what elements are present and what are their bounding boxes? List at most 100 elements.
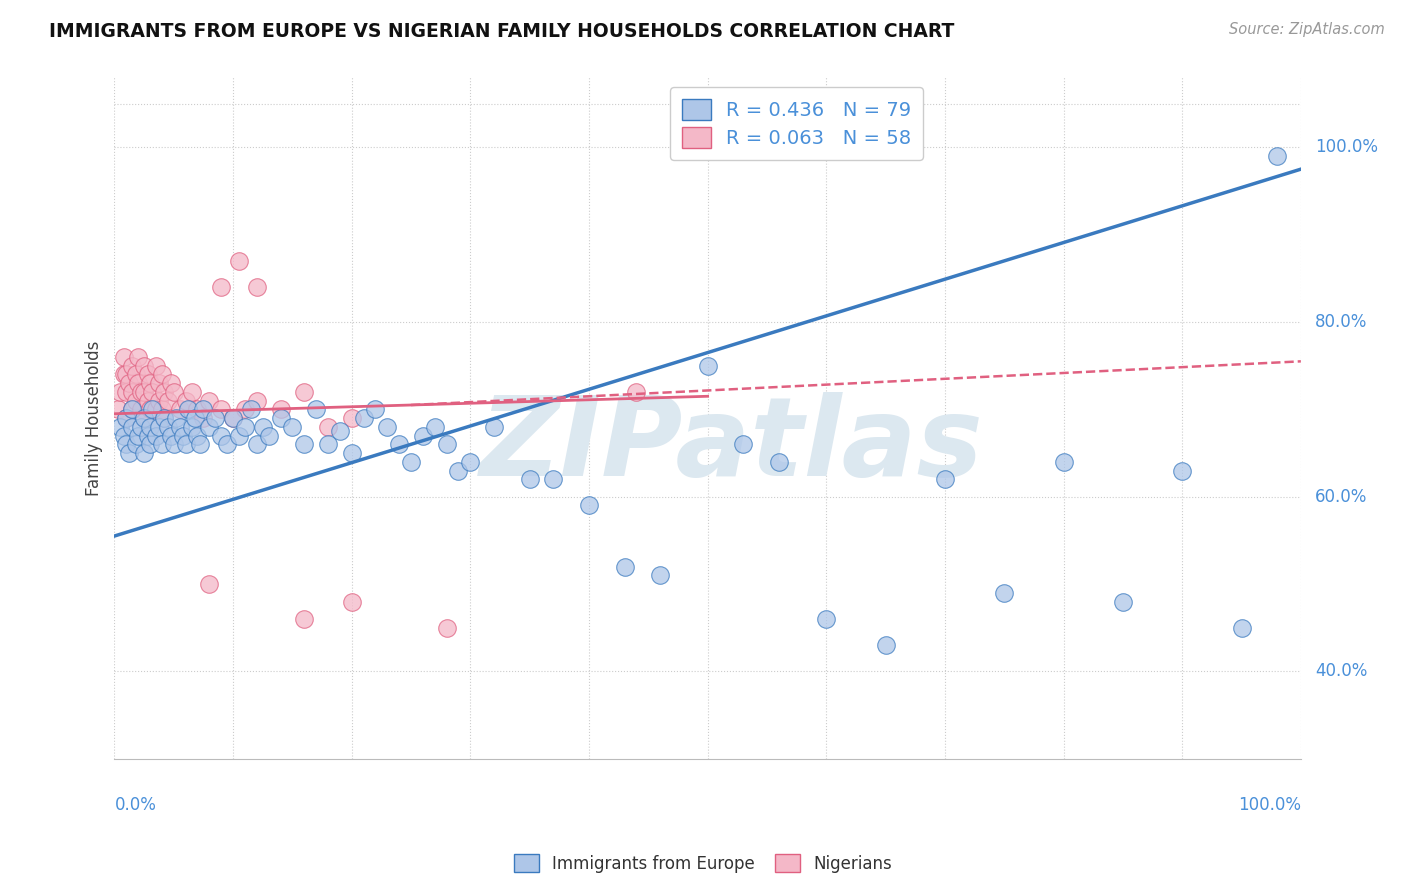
Point xyxy=(1171,463,1194,477)
Point xyxy=(1052,455,1074,469)
Legend: Immigrants from Europe, Nigerians: Immigrants from Europe, Nigerians xyxy=(508,847,898,880)
Point xyxy=(399,455,422,469)
Point xyxy=(934,472,956,486)
Point xyxy=(150,402,173,417)
Point xyxy=(145,428,167,442)
Y-axis label: Family Households: Family Households xyxy=(86,341,103,496)
Point xyxy=(117,376,139,391)
Point xyxy=(129,384,152,399)
Point xyxy=(340,594,363,608)
Point xyxy=(174,437,197,451)
Point xyxy=(180,384,202,399)
Point xyxy=(209,280,232,294)
Legend: R = 0.436   N = 79, R = 0.063   N = 58: R = 0.436 N = 79, R = 0.063 N = 58 xyxy=(671,87,924,160)
Point xyxy=(107,402,129,417)
Point xyxy=(650,568,672,582)
Point xyxy=(340,411,363,425)
Point xyxy=(132,384,155,399)
Point xyxy=(233,420,256,434)
Point xyxy=(153,384,176,399)
Text: 100.0%: 100.0% xyxy=(1237,797,1301,814)
Point xyxy=(228,253,250,268)
Point xyxy=(129,402,152,417)
Point xyxy=(198,577,221,591)
Point xyxy=(815,612,838,626)
Point xyxy=(172,428,194,442)
Point xyxy=(292,384,315,399)
Point xyxy=(121,384,143,399)
Point xyxy=(180,420,202,434)
Point xyxy=(163,384,186,399)
Point xyxy=(110,384,132,399)
Point xyxy=(186,402,208,417)
Point xyxy=(112,368,135,382)
Point xyxy=(460,455,482,469)
Point xyxy=(148,420,170,434)
Point xyxy=(204,411,226,425)
Point xyxy=(340,446,363,460)
Point xyxy=(121,420,143,434)
Point xyxy=(139,402,162,417)
Point xyxy=(436,621,458,635)
Point xyxy=(169,402,191,417)
Point xyxy=(174,393,197,408)
Point xyxy=(626,384,648,399)
Point xyxy=(733,437,755,451)
Point xyxy=(132,446,155,460)
Point xyxy=(153,411,176,425)
Point xyxy=(482,420,505,434)
Point xyxy=(186,428,208,442)
Point xyxy=(177,402,200,417)
Point xyxy=(198,393,221,408)
Point xyxy=(110,420,132,434)
Point xyxy=(364,402,387,417)
Point xyxy=(156,420,179,434)
Point xyxy=(316,437,339,451)
Point xyxy=(193,402,215,417)
Point xyxy=(127,376,149,391)
Point xyxy=(388,437,411,451)
Point xyxy=(423,420,446,434)
Point xyxy=(160,376,183,391)
Point xyxy=(519,472,541,486)
Point xyxy=(209,428,232,442)
Point xyxy=(447,463,470,477)
Text: 100.0%: 100.0% xyxy=(1315,138,1378,156)
Point xyxy=(115,411,138,425)
Point xyxy=(246,280,269,294)
Point xyxy=(270,411,292,425)
Point xyxy=(436,437,458,451)
Point xyxy=(246,393,269,408)
Text: Source: ZipAtlas.com: Source: ZipAtlas.com xyxy=(1229,22,1385,37)
Text: 40.0%: 40.0% xyxy=(1315,663,1368,681)
Point xyxy=(121,359,143,373)
Point xyxy=(125,368,148,382)
Point xyxy=(281,420,304,434)
Point xyxy=(184,411,207,425)
Point xyxy=(132,359,155,373)
Point xyxy=(115,437,138,451)
Point xyxy=(148,376,170,391)
Point xyxy=(127,428,149,442)
Point xyxy=(292,612,315,626)
Point xyxy=(150,368,173,382)
Point xyxy=(228,428,250,442)
Point xyxy=(696,359,718,373)
Text: ZIPatlas: ZIPatlas xyxy=(479,392,983,499)
Point xyxy=(139,420,162,434)
Point xyxy=(188,437,211,451)
Point xyxy=(117,446,139,460)
Point xyxy=(169,420,191,434)
Point xyxy=(768,455,790,469)
Point xyxy=(112,350,135,364)
Point xyxy=(145,359,167,373)
Point xyxy=(246,437,269,451)
Point xyxy=(543,472,565,486)
Point xyxy=(115,411,138,425)
Point xyxy=(329,424,352,438)
Point xyxy=(233,402,256,417)
Point xyxy=(125,393,148,408)
Point xyxy=(145,402,167,417)
Point xyxy=(239,402,262,417)
Point xyxy=(136,393,159,408)
